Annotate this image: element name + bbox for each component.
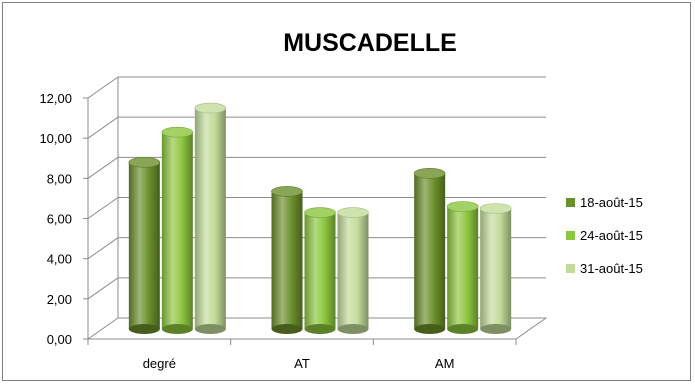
gridline-side [87, 197, 119, 219]
bars [128, 102, 512, 334]
legend-swatch [566, 264, 575, 273]
gridline-side [87, 156, 119, 179]
bar-body [337, 212, 369, 329]
legend-label: 24-août-15 [580, 228, 643, 243]
y-tick-label: 8,00 [47, 171, 72, 186]
gridline-side [87, 237, 119, 260]
bar-top [413, 168, 446, 179]
bar-body [447, 206, 479, 329]
y-tick-label: 12,00 [39, 91, 72, 106]
x-tick-label: AT [294, 356, 310, 371]
bar-body [480, 208, 512, 329]
legend: 18-août-15 24-août-15 31-août-15 [566, 195, 643, 276]
bar [161, 126, 194, 334]
gridline-side [87, 76, 119, 99]
bar-body [271, 191, 303, 329]
bar-body [128, 162, 160, 329]
legend-label: 18-août-15 [580, 195, 643, 210]
bar-top [161, 126, 194, 138]
bar-body [194, 108, 226, 329]
bar [271, 186, 303, 334]
bar [128, 157, 161, 334]
bar-top [337, 207, 369, 218]
bar-base [161, 324, 193, 334]
bar-body [414, 173, 446, 329]
bar [413, 168, 446, 334]
legend-label: 31-août-15 [580, 261, 643, 276]
bar-top [271, 186, 303, 197]
bar-top [479, 203, 512, 214]
bar-base [447, 324, 479, 334]
x-tick-labels: degré AT AM [143, 356, 455, 371]
bar-base [194, 324, 226, 334]
bar-body [304, 212, 336, 329]
bar [337, 207, 369, 334]
bar-top [128, 157, 161, 168]
bar [304, 207, 336, 334]
y-tick-label: 6,00 [47, 212, 72, 227]
bar-base [128, 324, 160, 334]
x-tick-label: AM [435, 356, 455, 371]
y-tick-label: 0,00 [47, 332, 72, 347]
bar-top [304, 207, 336, 218]
bar-base [337, 324, 369, 334]
gridline-side [87, 277, 119, 300]
chart-title: MUSCADELLE [283, 29, 457, 57]
bar-top [194, 102, 227, 114]
y-tick-label: 10,00 [39, 131, 72, 146]
legend-swatch [566, 198, 575, 207]
gridline-side [87, 116, 119, 139]
x-tick-label: degré [143, 356, 176, 371]
bar [194, 102, 227, 334]
bar [479, 203, 512, 334]
y-tick-label: 2,00 [47, 292, 72, 307]
bar-base [304, 324, 336, 334]
bar-base [480, 324, 512, 334]
bar-body [161, 132, 193, 329]
bar [446, 201, 479, 334]
bar-base [414, 324, 446, 334]
y-tick-label: 4,00 [47, 252, 72, 267]
y-tick-labels: 0,00 2,00 4,00 6,00 8,00 10,00 12,00 [39, 91, 72, 347]
bar-base [271, 324, 303, 334]
legend-swatch [566, 231, 575, 240]
bar-top [446, 201, 479, 212]
